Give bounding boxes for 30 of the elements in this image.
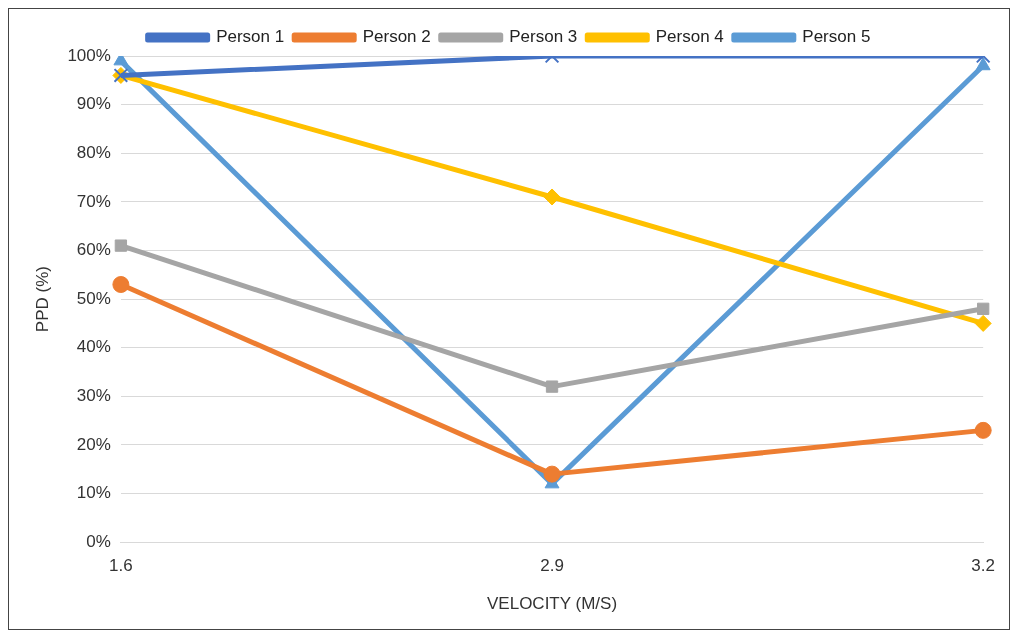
legend-label: Person 5: [802, 27, 871, 47]
y-tick-label: 80%: [76, 142, 111, 162]
y-tick-label: 30%: [76, 386, 111, 406]
point: [974, 421, 992, 439]
y-tick-label: 60%: [76, 240, 111, 260]
x-tick-label: 3.2: [971, 556, 995, 576]
legend-label: Person 4: [655, 27, 724, 47]
x-tick-label: 2.9: [540, 556, 564, 576]
point: [112, 276, 130, 294]
y-tick-label: 20%: [76, 434, 111, 454]
x-axis-title: VELOCITY (M/S): [487, 594, 618, 614]
point: [114, 239, 128, 252]
point: [543, 465, 561, 483]
y-tick-label: 50%: [76, 288, 111, 308]
point: [545, 380, 559, 393]
y-tick-label: 10%: [76, 483, 111, 503]
y-axis-title: PPD (%): [32, 266, 52, 333]
y-tick-label: 100%: [67, 45, 111, 65]
point: [974, 314, 992, 332]
x-tick-label: 1.6: [109, 556, 133, 576]
y-tick-label: 90%: [76, 94, 111, 114]
y-tick-label: 0%: [86, 531, 111, 551]
point: [975, 57, 991, 71]
legend-label: Person 3: [509, 27, 578, 47]
legend-label: Person 1: [216, 27, 285, 47]
point: [977, 302, 990, 315]
point: [543, 188, 561, 206]
y-tick-label: 70%: [76, 191, 111, 211]
legend-label: Person 2: [362, 27, 431, 47]
y-tick-label: 40%: [76, 337, 111, 357]
